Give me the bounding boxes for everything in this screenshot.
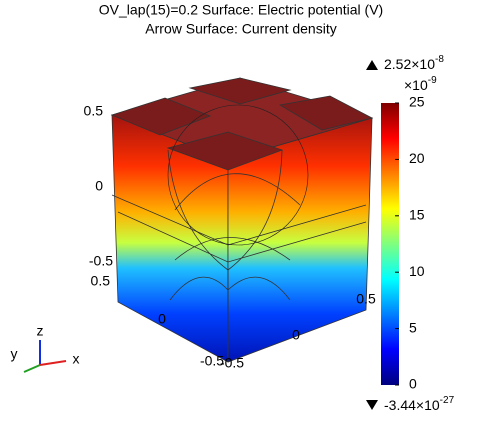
title: OV_lap(15)=0.2 Surface: Electric potenti… (99, 2, 383, 18)
max-mantissa: 2.52×10 (384, 56, 435, 72)
min-exponent: -27 (440, 395, 455, 406)
scale-mantissa: ×10 (404, 77, 428, 93)
z-tick-label: 0 (95, 178, 103, 194)
max-exponent: -8 (435, 54, 444, 65)
triad-y (24, 365, 40, 372)
x-tick-label: 0 (292, 327, 300, 343)
x-tick-label: 0.5 (356, 291, 376, 307)
min-marker (366, 400, 378, 410)
colorbar-tick-label: 25 (409, 94, 425, 110)
max-label: 2.52×10-8 (384, 54, 444, 72)
colorbar-tick-label: 10 (409, 263, 425, 279)
triad-label: x (73, 351, 80, 367)
colorbar-tick-label: 0 (409, 376, 417, 392)
triad-label: z (37, 323, 44, 339)
triad-x (40, 361, 66, 365)
triad-label: y (11, 346, 18, 362)
max-marker (366, 60, 378, 70)
min-mantissa: -3.44×10 (384, 397, 440, 413)
colorbar (381, 103, 399, 385)
z-tick-label: 0.5 (84, 103, 104, 119)
y-tick-label: 0.5 (91, 273, 111, 289)
triad: z x y (11, 323, 80, 372)
colorbar-tick-label: 20 (409, 150, 425, 166)
y-tick-label: 0 (158, 311, 166, 327)
scale-label: ×10-9 (404, 75, 437, 93)
x-tick-label: -0.5 (220, 355, 244, 371)
z-tick-label: -0.5 (89, 253, 113, 269)
colorbar-tick-label: 5 (409, 319, 417, 335)
scale-exponent: -9 (428, 75, 437, 86)
colorbar-tick-label: 15 (409, 207, 425, 223)
subtitle: Arrow Surface: Current density (145, 21, 336, 37)
cube (112, 78, 372, 362)
plot: OV_lap(15)=0.2 Surface: Electric potenti… (0, 0, 483, 421)
min-label: -3.44×10-27 (384, 395, 455, 413)
